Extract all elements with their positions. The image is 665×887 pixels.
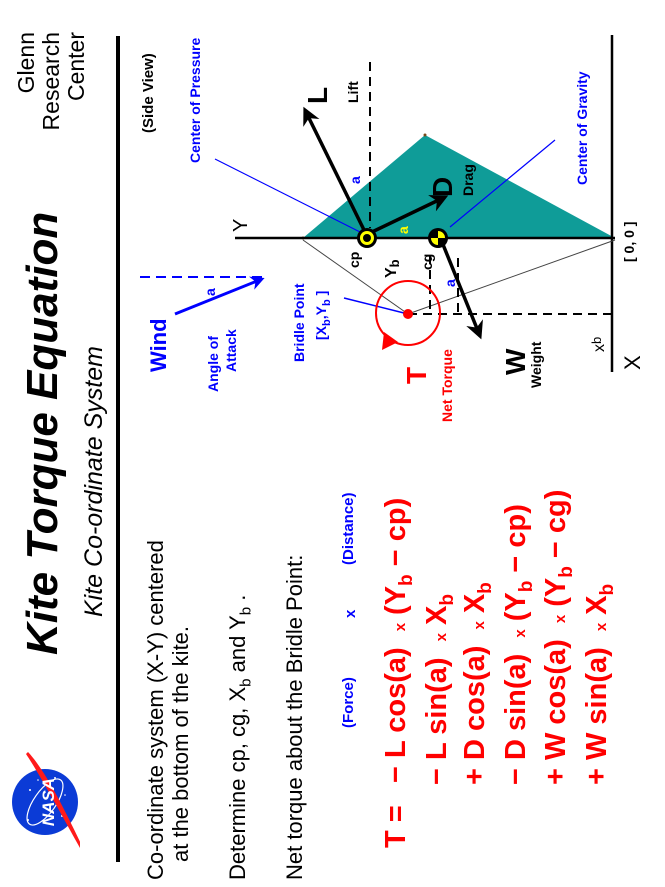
center-of-gravity-marker xyxy=(428,228,448,248)
x-axis-label: X xyxy=(620,355,645,370)
torque-symbol: T xyxy=(401,367,432,384)
angle-of-attack-label-2: Attack xyxy=(223,329,239,372)
weight-arrow xyxy=(440,241,483,340)
cg-label: cg xyxy=(419,254,435,270)
center-of-gravity-label: Center of Gravity xyxy=(574,71,590,185)
angle-symbol: a xyxy=(395,226,411,234)
xb-label: xb xyxy=(589,337,608,352)
weight-symbol: W xyxy=(500,348,531,375)
header-divider xyxy=(116,36,120,862)
center-of-pressure-marker xyxy=(357,228,377,248)
wind-arrow xyxy=(174,276,265,316)
y-axis-label: Y xyxy=(230,219,252,232)
drag-arrow xyxy=(371,195,449,234)
bridle-point-coords: [Xb,Yb ] xyxy=(313,291,333,340)
drag-label: Drag xyxy=(460,164,476,196)
lift-label: Lift xyxy=(345,81,361,103)
kite-shape xyxy=(303,135,615,238)
wind-label: Wind xyxy=(146,318,171,372)
origin-label: [ 0, 0 ] xyxy=(621,222,637,262)
drag-symbol: D xyxy=(427,177,458,197)
yb-label: Yb xyxy=(383,259,402,278)
center-of-pressure-label: Center of Pressure xyxy=(187,38,203,163)
side-view-label: (Side View) xyxy=(140,53,157,133)
angle-symbol: a xyxy=(442,279,458,287)
angle-symbol: a xyxy=(347,176,363,184)
angle-symbol: a xyxy=(202,288,218,296)
bridle-point-marker xyxy=(403,309,413,319)
net-torque-circle xyxy=(375,280,441,346)
cp-label: cp xyxy=(346,252,362,268)
lift-arrow xyxy=(303,106,367,233)
lift-symbol: L xyxy=(302,87,333,104)
nasa-logo-icon: NASA xyxy=(12,752,80,848)
weight-label: Weight xyxy=(528,341,544,388)
bridle-point-label: Bridle Point xyxy=(291,283,307,362)
svg-text:NASA: NASA xyxy=(39,778,58,826)
angle-of-attack-label-1: Angle of xyxy=(205,336,221,392)
torque-label: Net Torque xyxy=(439,349,455,422)
